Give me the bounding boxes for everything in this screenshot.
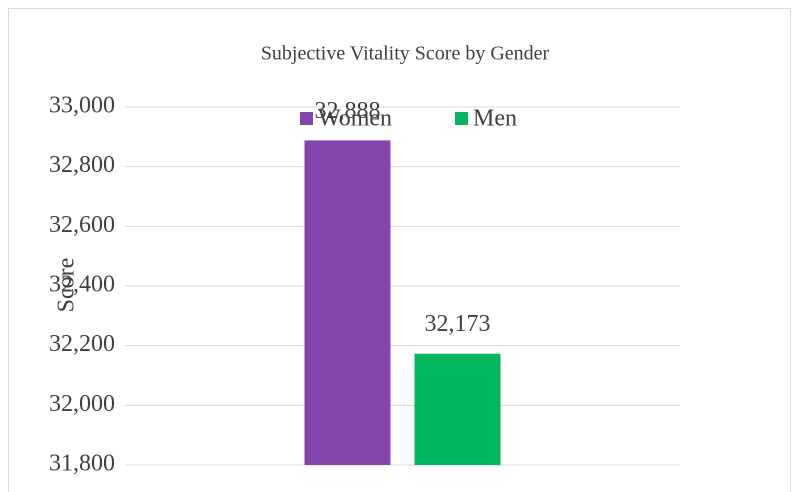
legend-label: Women bbox=[318, 106, 392, 132]
y-tick-label: 32,800 bbox=[49, 152, 115, 178]
chart-title: Subjective Vitality Score by Gender bbox=[261, 43, 550, 65]
legend-label: Men bbox=[473, 106, 517, 132]
data-label: 32,888 bbox=[315, 98, 381, 124]
y-tick-label: 32,000 bbox=[49, 391, 115, 417]
y-tick-label: 32,600 bbox=[49, 212, 115, 238]
y-axis-label: Score bbox=[54, 258, 80, 313]
data-label: 32,173 bbox=[425, 311, 491, 337]
legend-swatch bbox=[455, 112, 468, 125]
bar bbox=[414, 353, 501, 465]
bar bbox=[304, 140, 391, 465]
legend-swatch bbox=[300, 112, 313, 125]
y-tick-label: 33,000 bbox=[49, 93, 115, 119]
chart-border bbox=[8, 8, 791, 492]
y-tick-label: 31,800 bbox=[49, 451, 115, 477]
y-tick-label: 32,200 bbox=[49, 331, 115, 357]
y-tick-label: 32,400 bbox=[49, 272, 115, 298]
